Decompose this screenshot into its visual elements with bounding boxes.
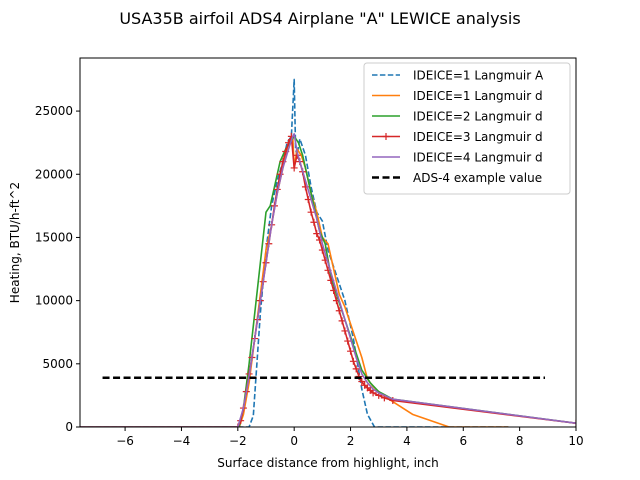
y-tick-label: 5000 <box>42 357 73 371</box>
series-marker <box>389 396 397 404</box>
series-line <box>80 133 576 427</box>
y-tick-label: 25000 <box>35 104 73 118</box>
legend-label: IDEICE=3 Langmuir d <box>413 130 543 144</box>
legend: IDEICE=1 Langmuir A IDEICE=1 Langmuir d ID… <box>363 62 571 195</box>
series-marker <box>369 389 377 397</box>
series-layer <box>80 78 576 427</box>
series-marker <box>344 337 352 345</box>
y-tick-label: 20000 <box>35 167 73 181</box>
series-line <box>80 135 576 427</box>
series-marker <box>307 208 315 216</box>
series-line <box>80 78 509 427</box>
series-marker <box>341 327 349 335</box>
legend-box <box>363 62 571 195</box>
series-marker <box>358 378 366 386</box>
series-marker <box>276 170 284 178</box>
series-marker <box>313 230 321 238</box>
y-axis: 0 5000 10000 15000 20000 25000 <box>35 104 80 434</box>
chart-title: USA35B airfoil ADS4 Airplane "A" LEWICE … <box>119 9 520 28</box>
x-tick-label: −2 <box>229 434 247 448</box>
series-marker <box>347 347 355 355</box>
x-tick-label: 0 <box>290 434 298 448</box>
x-tick-label: −6 <box>116 434 134 448</box>
legend-label: ADS-4 example value <box>413 171 542 185</box>
y-tick-label: 0 <box>65 420 73 434</box>
legend-label: IDEICE=1 Langmuir A <box>413 69 544 83</box>
series-marker <box>338 317 346 325</box>
x-tick-label: −4 <box>173 434 191 448</box>
legend-label: IDEICE=1 Langmuir d <box>413 89 543 103</box>
y-tick-label: 10000 <box>35 294 73 308</box>
x-tick-label: 6 <box>459 434 467 448</box>
plot-frame <box>79 57 577 428</box>
series-marker <box>352 365 360 373</box>
x-axis-label: Surface distance from highlight, inch <box>217 456 438 470</box>
legend-label: IDEICE=2 Langmuir d <box>413 110 543 124</box>
x-tick-label: 8 <box>516 434 524 448</box>
y-axis-label: Heating, BTU/h-ft^2 <box>8 182 22 303</box>
series-marker <box>349 357 357 365</box>
legend-marker <box>382 133 390 140</box>
legend-label: IDEICE=4 Langmuir d <box>413 151 543 165</box>
y-tick-label: 15000 <box>35 230 73 244</box>
series-marker <box>290 164 298 172</box>
x-tick-label: 10 <box>568 434 583 448</box>
series-marker <box>310 218 318 226</box>
x-tick-label: 2 <box>347 434 355 448</box>
x-tick-label: 4 <box>403 434 411 448</box>
x-axis: −6 −4 −2 0 2 4 6 8 10 <box>116 427 584 448</box>
